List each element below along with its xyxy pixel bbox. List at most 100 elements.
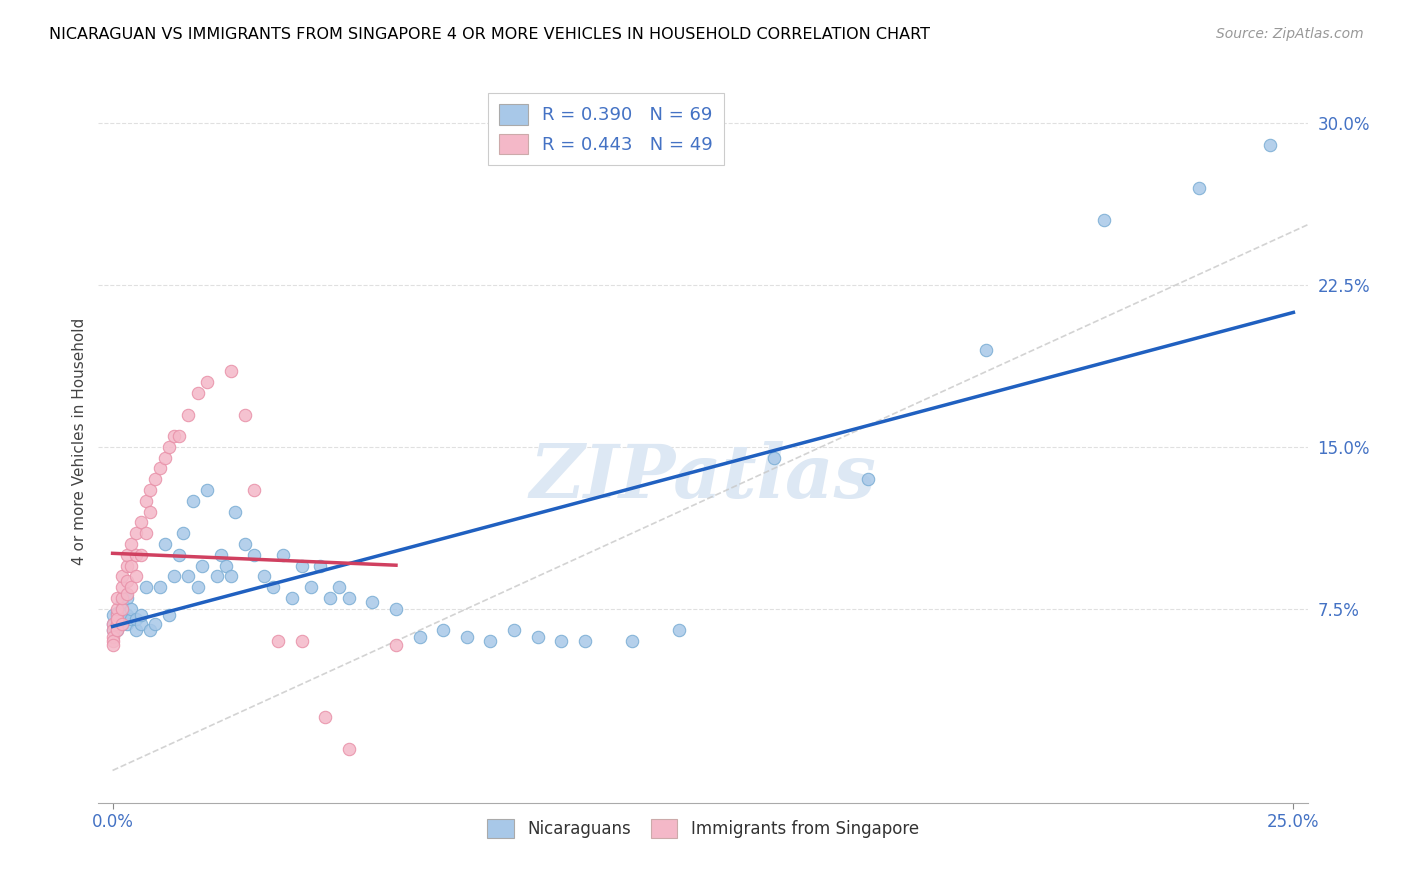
Point bbox=[976, 343, 998, 357]
Text: ZIPatlas: ZIPatlas bbox=[530, 442, 876, 514]
Point bbox=[172, 526, 194, 541]
Point bbox=[139, 505, 162, 519]
Point bbox=[153, 450, 176, 465]
Point bbox=[621, 634, 644, 648]
Point bbox=[385, 638, 408, 652]
Point bbox=[219, 569, 242, 583]
Point bbox=[233, 537, 256, 551]
Point bbox=[177, 569, 200, 583]
Point bbox=[101, 624, 124, 638]
Point bbox=[129, 608, 152, 623]
Point bbox=[121, 537, 143, 551]
Point bbox=[111, 612, 134, 626]
Point bbox=[195, 376, 218, 390]
Point bbox=[115, 616, 138, 631]
Point bbox=[105, 612, 128, 626]
Point bbox=[115, 586, 138, 600]
Point bbox=[139, 624, 162, 638]
Text: NICARAGUAN VS IMMIGRANTS FROM SINGAPORE 4 OR MORE VEHICLES IN HOUSEHOLD CORRELAT: NICARAGUAN VS IMMIGRANTS FROM SINGAPORE … bbox=[49, 27, 931, 42]
Point bbox=[125, 548, 148, 562]
Point bbox=[361, 595, 384, 609]
Point bbox=[149, 580, 172, 594]
Point bbox=[337, 742, 360, 756]
Point bbox=[328, 580, 350, 594]
Point bbox=[243, 548, 266, 562]
Point bbox=[115, 591, 138, 605]
Point bbox=[105, 606, 128, 620]
Point bbox=[111, 580, 134, 594]
Point bbox=[191, 558, 214, 573]
Point bbox=[574, 634, 596, 648]
Point bbox=[153, 537, 176, 551]
Point bbox=[1258, 138, 1281, 153]
Point bbox=[479, 634, 502, 648]
Point bbox=[181, 493, 204, 508]
Point bbox=[858, 472, 880, 486]
Point bbox=[1188, 181, 1211, 195]
Point bbox=[314, 709, 336, 723]
Point bbox=[157, 608, 180, 623]
Point bbox=[105, 608, 128, 623]
Point bbox=[187, 580, 209, 594]
Point bbox=[101, 630, 124, 644]
Point bbox=[129, 516, 152, 530]
Point bbox=[121, 601, 143, 615]
Point bbox=[125, 612, 148, 626]
Point bbox=[111, 616, 134, 631]
Point bbox=[177, 408, 200, 422]
Point bbox=[105, 624, 128, 638]
Point bbox=[115, 548, 138, 562]
Point bbox=[187, 386, 209, 401]
Point bbox=[163, 429, 186, 443]
Point bbox=[105, 616, 128, 631]
Point bbox=[101, 638, 124, 652]
Point bbox=[233, 408, 256, 422]
Point bbox=[408, 630, 430, 644]
Point bbox=[1094, 213, 1116, 227]
Point bbox=[149, 461, 172, 475]
Point bbox=[167, 429, 190, 443]
Point bbox=[101, 616, 124, 631]
Point bbox=[115, 608, 138, 623]
Point bbox=[125, 569, 148, 583]
Point bbox=[105, 624, 128, 638]
Point bbox=[290, 558, 312, 573]
Point bbox=[309, 558, 332, 573]
Point bbox=[224, 505, 246, 519]
Point bbox=[101, 616, 124, 631]
Y-axis label: 4 or more Vehicles in Household: 4 or more Vehicles in Household bbox=[72, 318, 87, 566]
Point bbox=[115, 574, 138, 588]
Point bbox=[115, 558, 138, 573]
Point bbox=[385, 601, 408, 615]
Point bbox=[139, 483, 162, 497]
Point bbox=[143, 616, 166, 631]
Point bbox=[215, 558, 238, 573]
Point bbox=[129, 548, 152, 562]
Point bbox=[219, 364, 242, 378]
Point bbox=[299, 580, 322, 594]
Point bbox=[337, 591, 360, 605]
Point bbox=[281, 591, 304, 605]
Point bbox=[121, 612, 143, 626]
Point bbox=[129, 616, 152, 631]
Point bbox=[432, 624, 454, 638]
Point bbox=[503, 624, 526, 638]
Point bbox=[209, 548, 232, 562]
Point bbox=[105, 591, 128, 605]
Point bbox=[163, 569, 186, 583]
Point bbox=[319, 591, 342, 605]
Legend: Nicaraguans, Immigrants from Singapore: Nicaraguans, Immigrants from Singapore bbox=[481, 813, 925, 845]
Point bbox=[668, 624, 690, 638]
Point bbox=[111, 569, 134, 583]
Point bbox=[111, 595, 134, 609]
Point bbox=[125, 624, 148, 638]
Point bbox=[105, 612, 128, 626]
Point bbox=[290, 634, 312, 648]
Point bbox=[550, 634, 572, 648]
Point bbox=[267, 634, 290, 648]
Point bbox=[121, 558, 143, 573]
Point bbox=[135, 526, 157, 541]
Point bbox=[262, 580, 284, 594]
Point bbox=[101, 634, 124, 648]
Point bbox=[157, 440, 180, 454]
